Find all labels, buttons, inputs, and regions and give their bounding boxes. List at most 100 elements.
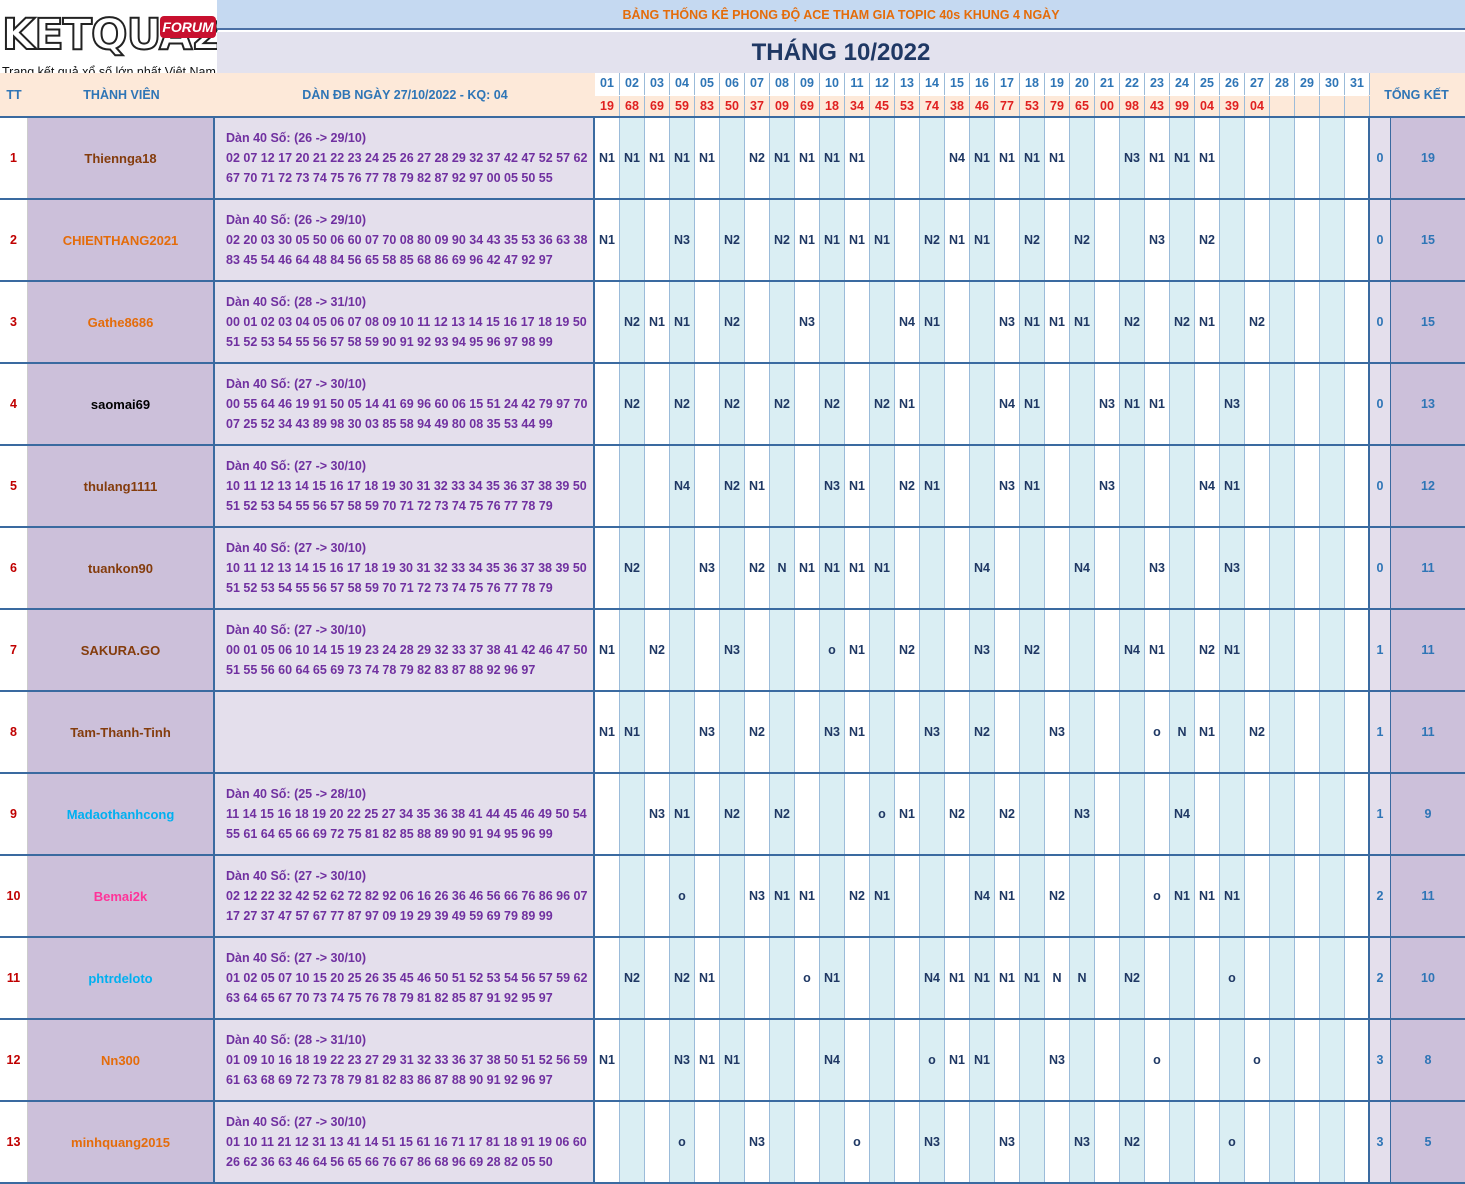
day-cell: o bbox=[795, 938, 820, 1018]
summary-count: 0 bbox=[1370, 200, 1390, 280]
day-header: 28 bbox=[1270, 73, 1295, 95]
member-name[interactable]: SAKURA.GO bbox=[28, 610, 213, 690]
day-cell: N1 bbox=[595, 1020, 620, 1100]
day-cell bbox=[1245, 610, 1270, 690]
day-cell: N3 bbox=[1095, 446, 1120, 526]
dan-line: 07 25 52 34 43 89 98 30 03 85 58 94 49 8… bbox=[226, 417, 553, 431]
dan-line: 01 09 10 16 18 19 22 23 27 29 31 32 33 3… bbox=[226, 1053, 588, 1067]
day-cell bbox=[1070, 118, 1095, 198]
day-header: 20 bbox=[1070, 73, 1095, 95]
member-name[interactable]: minhquang2015 bbox=[28, 1102, 213, 1182]
day-cell: N1 bbox=[970, 118, 995, 198]
day-cell: N3 bbox=[1220, 364, 1245, 444]
day-cell: N1 bbox=[820, 938, 845, 1018]
dan-line: Dàn 40 Số: (28 -> 31/10) bbox=[226, 295, 366, 309]
day-cell: N3 bbox=[995, 282, 1020, 362]
day-cell: N1 bbox=[595, 610, 620, 690]
day-cell: N1 bbox=[845, 118, 870, 198]
day-cell: N1 bbox=[795, 200, 820, 280]
day-cell: N3 bbox=[1045, 1020, 1070, 1100]
summary-total: 15 bbox=[1391, 282, 1465, 362]
result-header: 69 bbox=[795, 96, 820, 116]
day-cell bbox=[1320, 610, 1345, 690]
summary-total: 10 bbox=[1391, 938, 1465, 1018]
column-divider bbox=[1390, 200, 1391, 280]
day-cell bbox=[1270, 446, 1295, 526]
summary-total: 11 bbox=[1391, 610, 1465, 690]
day-cell bbox=[1045, 364, 1070, 444]
day-cell: N2 bbox=[620, 364, 645, 444]
day-cell bbox=[1320, 774, 1345, 854]
day-cell bbox=[770, 446, 795, 526]
day-cell: N2 bbox=[1020, 200, 1045, 280]
day-cell bbox=[945, 856, 970, 936]
dan-line bbox=[226, 742, 593, 762]
day-cell bbox=[1020, 856, 1045, 936]
day-cell bbox=[745, 282, 770, 362]
day-header: 23 bbox=[1145, 73, 1170, 95]
day-cell: N1 bbox=[645, 282, 670, 362]
row-number: 2 bbox=[0, 200, 28, 280]
result-header: 34 bbox=[845, 96, 870, 116]
day-cell bbox=[695, 200, 720, 280]
member-name[interactable]: Madaothanhcong bbox=[28, 774, 213, 854]
day-header: 05 bbox=[695, 73, 720, 95]
day-cell: N2 bbox=[1070, 200, 1095, 280]
day-header: 19 bbox=[1045, 73, 1070, 95]
result-header: 45 bbox=[870, 96, 895, 116]
day-cell bbox=[1270, 1102, 1295, 1182]
member-name[interactable]: CHIENTHANG2021 bbox=[28, 200, 213, 280]
member-name[interactable]: Nn300 bbox=[28, 1020, 213, 1100]
dan-line: 01 02 05 07 10 15 20 25 26 35 45 46 50 5… bbox=[226, 971, 588, 985]
dan-line: 51 55 56 60 64 65 69 73 74 78 79 82 83 8… bbox=[226, 663, 536, 677]
day-cell bbox=[1020, 1020, 1045, 1100]
member-name[interactable]: phtrdeloto bbox=[28, 938, 213, 1018]
day-cell bbox=[1020, 692, 1045, 772]
day-cell: N3 bbox=[920, 692, 945, 772]
day-cell: N1 bbox=[1145, 118, 1170, 198]
dan-line: 83 45 54 46 64 48 84 56 65 58 85 68 86 6… bbox=[226, 253, 553, 267]
day-cell bbox=[695, 1102, 720, 1182]
day-cell: N2 bbox=[1170, 282, 1195, 362]
day-cell bbox=[645, 446, 670, 526]
day-cell: N2 bbox=[720, 200, 745, 280]
column-divider bbox=[1368, 938, 1370, 1018]
dan-line: Dàn 40 Số: (27 -> 30/10) bbox=[226, 951, 366, 965]
day-cell bbox=[1120, 528, 1145, 608]
column-divider bbox=[213, 938, 215, 1018]
day-cell bbox=[1170, 528, 1195, 608]
member-name[interactable]: thulang1111 bbox=[28, 446, 213, 526]
summary-count: 3 bbox=[1370, 1020, 1390, 1100]
ketqua2-logo[interactable]: KETQUA2 FORUM Trang kết quả xổ số lớn nh… bbox=[0, 0, 222, 84]
day-cell: N1 bbox=[1020, 282, 1045, 362]
dan-line: 01 10 11 21 12 31 13 41 14 51 15 61 16 7… bbox=[226, 1135, 587, 1149]
day-cell bbox=[1020, 1102, 1045, 1182]
day-cell: N bbox=[1045, 938, 1070, 1018]
row-number: 10 bbox=[0, 856, 28, 936]
day-cell bbox=[995, 1020, 1020, 1100]
dan-line: Dàn 40 Số: (27 -> 30/10) bbox=[226, 1115, 366, 1129]
member-name[interactable]: saomai69 bbox=[28, 364, 213, 444]
member-name[interactable]: Gathe8686 bbox=[28, 282, 213, 362]
day-cell bbox=[645, 528, 670, 608]
day-header: 12 bbox=[870, 73, 895, 95]
column-divider bbox=[1368, 610, 1370, 690]
day-cell bbox=[845, 1020, 870, 1100]
dan-numbers: Dàn 40 Số: (28 -> 31/10) 01 09 10 16 18 1… bbox=[215, 1020, 593, 1100]
summary-count: 0 bbox=[1370, 446, 1390, 526]
member-name[interactable]: tuankon90 bbox=[28, 528, 213, 608]
dan-line: Dàn 40 Số: (27 -> 30/10) bbox=[226, 869, 366, 883]
day-header: 25 bbox=[1195, 73, 1220, 95]
summary-count: 0 bbox=[1370, 528, 1390, 608]
day-cell: N4 bbox=[970, 528, 995, 608]
dan-numbers: Dàn 40 Số: (27 -> 30/10) 01 02 05 07 10 1… bbox=[215, 938, 593, 1018]
member-name[interactable]: Tam-Thanh-Tinh bbox=[28, 692, 213, 772]
day-cell: N bbox=[1070, 938, 1095, 1018]
day-cell bbox=[1345, 364, 1370, 444]
day-cell: N3 bbox=[1145, 200, 1170, 280]
column-divider bbox=[593, 938, 595, 1018]
day-cell bbox=[695, 364, 720, 444]
day-cell: N1 bbox=[845, 446, 870, 526]
member-name[interactable]: Bemai2k bbox=[28, 856, 213, 936]
member-name[interactable]: Thiennga18 bbox=[28, 118, 213, 198]
